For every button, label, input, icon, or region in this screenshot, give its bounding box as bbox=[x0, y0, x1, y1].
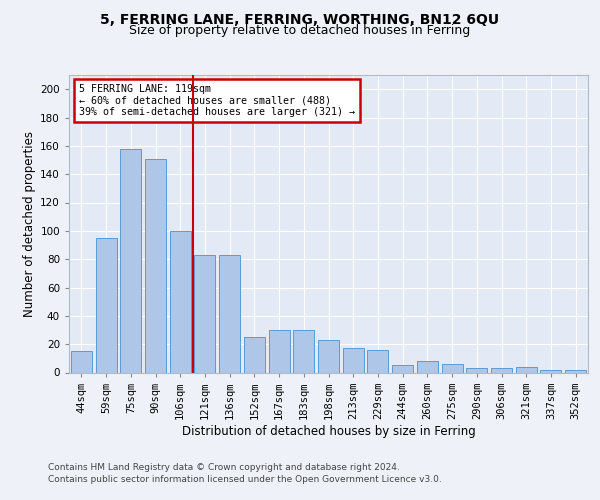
Bar bbox=[293, 330, 314, 372]
Bar bbox=[343, 348, 364, 372]
Bar bbox=[194, 255, 215, 372]
Text: Contains public sector information licensed under the Open Government Licence v3: Contains public sector information licen… bbox=[48, 475, 442, 484]
X-axis label: Distribution of detached houses by size in Ferring: Distribution of detached houses by size … bbox=[182, 424, 475, 438]
Bar bbox=[516, 367, 537, 372]
Text: Contains HM Land Registry data © Crown copyright and database right 2024.: Contains HM Land Registry data © Crown c… bbox=[48, 462, 400, 471]
Bar bbox=[219, 255, 240, 372]
Text: 5 FERRING LANE: 119sqm
← 60% of detached houses are smaller (488)
39% of semi-de: 5 FERRING LANE: 119sqm ← 60% of detached… bbox=[79, 84, 355, 117]
Text: Size of property relative to detached houses in Ferring: Size of property relative to detached ho… bbox=[130, 24, 470, 37]
Bar bbox=[442, 364, 463, 372]
Bar bbox=[244, 337, 265, 372]
Bar bbox=[367, 350, 388, 372]
Bar bbox=[318, 340, 339, 372]
Bar bbox=[541, 370, 562, 372]
Bar bbox=[95, 238, 116, 372]
Text: 5, FERRING LANE, FERRING, WORTHING, BN12 6QU: 5, FERRING LANE, FERRING, WORTHING, BN12… bbox=[100, 12, 500, 26]
Bar bbox=[466, 368, 487, 372]
Bar bbox=[170, 231, 191, 372]
Bar bbox=[145, 158, 166, 372]
Bar bbox=[491, 368, 512, 372]
Bar bbox=[120, 148, 141, 372]
Bar bbox=[71, 351, 92, 372]
Bar bbox=[392, 366, 413, 372]
Bar bbox=[417, 361, 438, 372]
Bar bbox=[565, 370, 586, 372]
Y-axis label: Number of detached properties: Number of detached properties bbox=[23, 130, 36, 317]
Bar bbox=[269, 330, 290, 372]
